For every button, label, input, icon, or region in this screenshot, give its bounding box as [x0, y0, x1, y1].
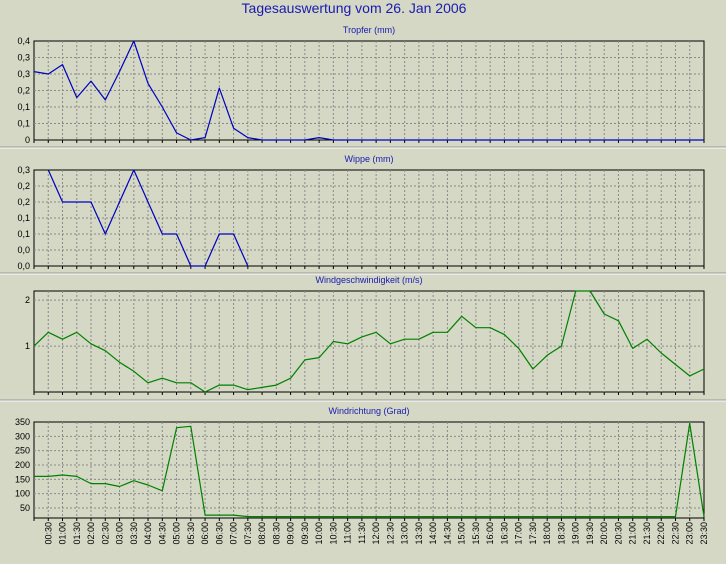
x-tick-label: 09:00 — [286, 522, 296, 545]
x-tick-label: 19:30 — [585, 522, 595, 545]
y-tick-label: 0 — [25, 135, 30, 145]
x-tick-label: 14:00 — [428, 522, 438, 545]
x-tick-label: 07:30 — [243, 522, 253, 545]
x-tick-label: 23:30 — [699, 522, 709, 545]
x-tick-label: 10:00 — [314, 522, 324, 545]
series-line — [34, 422, 705, 518]
panel-title: Wippe (mm) — [345, 154, 394, 164]
x-tick-label: 17:30 — [528, 522, 538, 545]
y-tick-label: 0,0 — [17, 245, 30, 255]
plot-area-frame — [33, 169, 705, 267]
series-line — [33, 40, 704, 141]
x-tick-label: 15:30 — [471, 522, 481, 545]
x-tick-label: 04:30 — [157, 522, 167, 545]
x-tick-label: 20:30 — [614, 522, 624, 545]
x-tick-label: 08:30 — [271, 522, 281, 545]
x-tick-label: 08:00 — [257, 522, 267, 545]
y-tick-label: 0,2 — [17, 86, 30, 96]
y-tick-label: 350 — [15, 417, 30, 427]
y-tick-label: 0,3 — [17, 69, 30, 79]
x-tick-label: 19:00 — [571, 522, 581, 545]
y-tick-label: 250 — [15, 446, 30, 456]
x-tick-label: 07:00 — [229, 522, 239, 545]
x-tick-label: 02:30 — [100, 522, 110, 545]
chart-panels: 0 0,1 0,1 0,2 0,3 0,3 0,4 Tropfer (mm) 0,0 0,0 0,1… — [0, 25, 726, 521]
x-tick-label: 03:00 — [115, 522, 125, 545]
y-tick-label: 0,1 — [17, 119, 30, 129]
x-tick-label: 11:00 — [343, 522, 353, 544]
chart-panel-4: 50 100 150 200 250 300 350 Windrichtung (Grad) — [15, 406, 705, 521]
x-tick-label: 21:30 — [642, 522, 652, 545]
y-tick-label: 0,1 — [17, 229, 30, 239]
x-tick-label: 17:00 — [514, 522, 524, 545]
y-tick-label: 200 — [15, 460, 30, 470]
y-tick-label: 150 — [15, 474, 30, 484]
x-tick-label: 20:00 — [599, 522, 609, 545]
x-tick-label: 22:30 — [671, 522, 681, 545]
x-tick-label: 05:00 — [172, 522, 182, 545]
x-tick-label: 14:30 — [442, 522, 452, 545]
x-tick-label: 01:00 — [58, 522, 68, 545]
y-tick-label: 0,1 — [17, 102, 30, 112]
panel-title: Windgeschwindigkeit (m/s) — [315, 275, 422, 285]
y-tick-label: 100 — [15, 489, 30, 499]
plot-area-frame — [33, 40, 705, 141]
y-tick-label: 0,4 — [17, 36, 30, 46]
x-tick-label: 12:30 — [385, 522, 395, 545]
x-tick-label: 21:00 — [628, 522, 638, 545]
x-tick-label: 05:30 — [186, 522, 196, 545]
x-tick-label: 06:30 — [214, 522, 224, 545]
x-tick-label: 13:30 — [414, 522, 424, 545]
x-tick-label: 13:00 — [400, 522, 410, 545]
x-tick-label: 02:00 — [86, 522, 96, 545]
plot-area-frame — [33, 290, 705, 393]
y-tick-label: 0,0 — [17, 261, 30, 271]
x-tick-label: 16:30 — [499, 522, 509, 545]
y-tick-label: 300 — [15, 431, 30, 441]
x-tick-label: 03:30 — [129, 522, 139, 545]
chart-panel-3: 1 2 Windgeschwindigkeit (m/s) — [0, 275, 726, 402]
y-tick-label: 0,2 — [17, 197, 30, 207]
x-tick-label: 11:30 — [357, 522, 367, 544]
x-tick-label: 18:00 — [542, 522, 552, 545]
plot-area-frame — [33, 421, 705, 519]
x-tick-label: 09:30 — [300, 522, 310, 545]
y-tick-label: 0,2 — [17, 181, 30, 191]
x-tick-label: 15:00 — [457, 522, 467, 545]
x-tick-label: 10:30 — [328, 522, 338, 545]
x-tick-label: 22:00 — [656, 522, 666, 545]
series-line — [47, 169, 249, 267]
y-tick-label: 2 — [25, 295, 30, 305]
chart-panel-1: 0 0,1 0,1 0,2 0,3 0,3 0,4 Tropfer (mm) — [0, 25, 726, 149]
series-line — [33, 290, 705, 393]
x-tick-label: 16:00 — [485, 522, 495, 545]
x-tick-label: 18:30 — [556, 522, 566, 545]
chart-panel-2: 0,0 0,0 0,1 0,1 0,2 0,2 0,3 Wippe (mm) — [0, 154, 726, 275]
y-tick-label: 0,3 — [17, 165, 30, 175]
x-tick-label: 01:30 — [72, 522, 82, 545]
y-tick-label: 1 — [25, 341, 30, 351]
panel-title: Tropfer (mm) — [343, 25, 395, 35]
chart-main-title: Tagesauswertung vom 26. Jan 2006 — [242, 0, 467, 16]
y-tick-label: 0,1 — [17, 213, 30, 223]
x-tick-label: 23:00 — [685, 522, 695, 545]
y-tick-label: 50 — [20, 503, 30, 513]
x-tick-label: 00:30 — [43, 522, 53, 545]
x-tick-label: 12:00 — [371, 522, 381, 545]
x-tick-label: 06:00 — [200, 522, 210, 545]
y-tick-label: 0,3 — [17, 53, 30, 63]
x-tick-label: 04:00 — [143, 522, 153, 545]
panel-title: Windrichtung (Grad) — [328, 406, 409, 416]
x-axis-labels: 00:30 01:00 01:30 02:00 02:30 03:00 03:30 04:00… — [43, 522, 709, 545]
